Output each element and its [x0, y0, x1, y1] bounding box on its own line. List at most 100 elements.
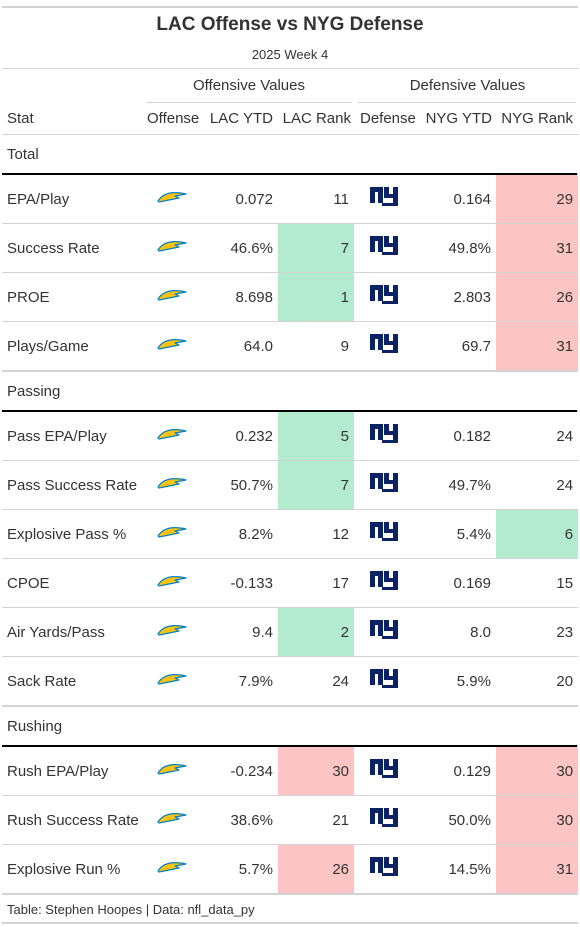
nyg-ytd-cell: 50.0% [414, 795, 496, 845]
defense-logo-cell [354, 509, 414, 559]
lac-ytd-cell: 8.698 [201, 272, 278, 322]
col-header-defense: Defense [360, 110, 416, 127]
nyg-rank-cell: 24 [496, 411, 579, 461]
table-row: Explosive Pass % 8.2% 12 5.4% 6 [2, 509, 579, 559]
lac-rank-cell: 17 [278, 558, 354, 608]
lac-rank-cell: 9 [278, 321, 354, 372]
defense-logo-cell [354, 174, 414, 224]
lac-ytd-cell: 5.7% [201, 844, 278, 895]
nyg-rank-cell: 29 [496, 174, 579, 224]
spanner-rule-offense [146, 102, 352, 103]
lac-ytd-cell: 9.4 [201, 607, 278, 657]
stat-block-rule [2, 410, 142, 412]
giants-ny-logo-icon [370, 571, 398, 590]
lac-rank-cell: 7 [278, 223, 354, 273]
giants-ny-logo-icon [370, 424, 398, 443]
chargers-bolt-icon [156, 527, 187, 538]
lac-ytd-cell: 46.6% [201, 223, 278, 273]
stat-block-rule [2, 173, 142, 175]
table-row: Explosive Run % 5.7% 26 14.5% 31 [2, 844, 579, 895]
nyg-ytd-cell: 49.7% [414, 460, 496, 510]
group-row: Total [2, 135, 579, 175]
defense-logo-cell [354, 411, 414, 461]
stat-name: Sack Rate [2, 656, 142, 707]
stat-name: CPOE [2, 558, 142, 608]
giants-ny-logo-icon [370, 669, 398, 688]
offense-logo-cell [142, 321, 201, 372]
chargers-bolt-icon [156, 674, 187, 685]
spanner-defensive-values: Defensive Values [409, 77, 526, 94]
offense-logo-cell [142, 174, 201, 224]
lac-rank-cell: 24 [278, 656, 354, 707]
table-row: PROE 8.698 1 2.803 26 [2, 272, 579, 322]
defense-logo-cell [354, 844, 414, 895]
offense-logo-cell [142, 558, 201, 608]
offense-block-rule [142, 173, 354, 175]
nyg-ytd-cell: 8.0 [414, 607, 496, 657]
chargers-bolt-icon [156, 813, 187, 824]
table-row: Rush EPA/Play -0.234 30 0.129 30 [2, 746, 579, 796]
table-row: Sack Rate 7.9% 24 5.9% 20 [2, 656, 579, 707]
nyg-rank-cell: 23 [496, 607, 579, 657]
lac-ytd-cell: 8.2% [201, 509, 278, 559]
nyg-ytd-cell: 0.169 [414, 558, 496, 608]
nyg-rank-cell: 15 [496, 558, 579, 608]
lac-ytd-cell: 0.232 [201, 411, 278, 461]
nyg-ytd-cell: 2.803 [414, 272, 496, 322]
offense-logo-cell [142, 844, 201, 895]
stat-name: Air Yards/Pass [2, 607, 142, 657]
nyg-ytd-cell: 14.5% [414, 844, 496, 895]
table-row: Plays/Game 64.0 9 69.7 31 [2, 321, 579, 372]
giants-ny-logo-icon [370, 522, 398, 541]
defense-block-rule [354, 173, 578, 175]
top-rule [2, 6, 578, 8]
nyg-ytd-cell: 49.8% [414, 223, 496, 273]
lac-ytd-cell: 0.072 [201, 174, 278, 224]
giants-ny-logo-icon [370, 808, 398, 827]
group-label: Total [2, 135, 579, 175]
nyg-rank-cell: 30 [496, 746, 579, 796]
chargers-bolt-icon [156, 764, 187, 775]
defense-logo-cell [354, 321, 414, 372]
stats-table: Total EPA/Play 0.072 11 0.164 29 Success Rate 4… [2, 135, 579, 895]
offense-logo-cell [142, 746, 201, 796]
defense-logo-cell [354, 460, 414, 510]
table-row: Rush Success Rate 38.6% 21 50.0% 30 [2, 795, 579, 845]
nyg-rank-cell: 24 [496, 460, 579, 510]
lac-ytd-cell: 38.6% [201, 795, 278, 845]
giants-ny-logo-icon [370, 187, 398, 206]
nyg-rank-cell: 31 [496, 321, 579, 372]
table-row: CPOE -0.133 17 0.169 15 [2, 558, 579, 608]
col-header-nyg-ytd: NYG YTD [425, 110, 492, 127]
defense-logo-cell [354, 607, 414, 657]
defense-block-rule [354, 745, 578, 747]
table-title: LAC Offense vs NYG Defense [156, 14, 424, 35]
lac-rank-cell: 11 [278, 174, 354, 224]
nyg-ytd-cell: 0.129 [414, 746, 496, 796]
spanner-rule-defense [358, 102, 576, 103]
nyg-ytd-cell: 5.4% [414, 509, 496, 559]
chargers-bolt-icon [156, 625, 187, 636]
nyg-ytd-cell: 5.9% [414, 656, 496, 707]
offense-block-rule [142, 745, 354, 747]
stat-name: PROE [2, 272, 142, 322]
bottom-rule [2, 922, 578, 924]
header-rule [2, 68, 578, 69]
defense-logo-cell [354, 746, 414, 796]
chargers-bolt-icon [156, 478, 187, 489]
lac-rank-cell: 7 [278, 460, 354, 510]
stat-name: Explosive Run % [2, 844, 142, 895]
col-header-lac-rank: LAC Rank [282, 110, 351, 127]
nyg-ytd-cell: 0.164 [414, 174, 496, 224]
offense-block-rule [142, 410, 354, 412]
chargers-bolt-icon [156, 290, 187, 301]
nyg-rank-cell: 31 [496, 844, 579, 895]
table-row: Pass EPA/Play 0.232 5 0.182 24 [2, 411, 579, 461]
table-row: Success Rate 46.6% 7 49.8% 31 [2, 223, 579, 273]
table-row: Air Yards/Pass 9.4 2 8.0 23 [2, 607, 579, 657]
offense-logo-cell [142, 411, 201, 461]
giants-ny-logo-icon [370, 759, 398, 778]
defense-block-rule [354, 410, 578, 412]
stat-name: Success Rate [2, 223, 142, 273]
